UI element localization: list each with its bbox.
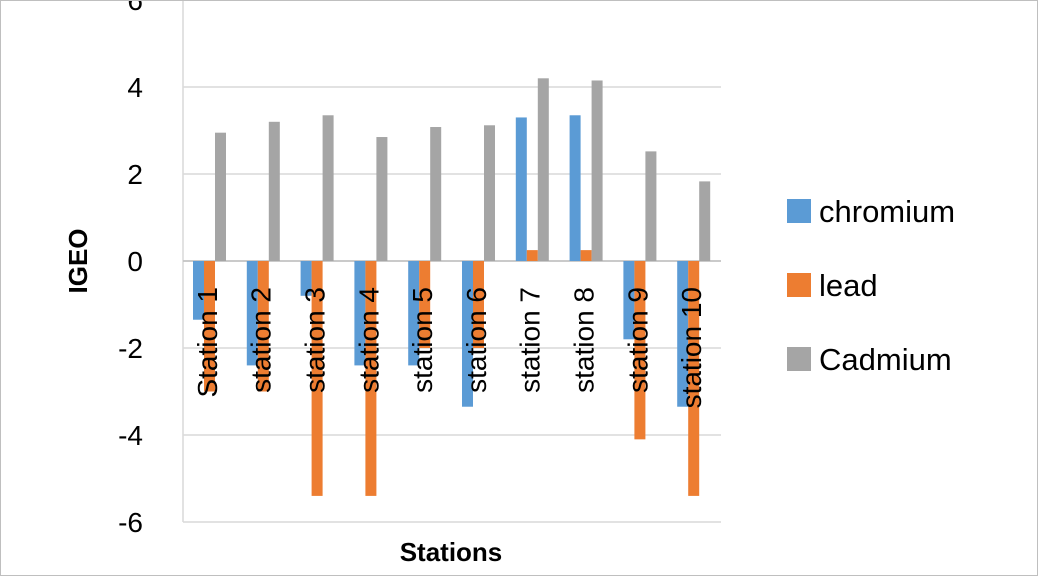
bar-cadmium-9: [645, 151, 657, 261]
y-tick-label: 0: [127, 246, 143, 277]
legend-swatch-lead: [787, 273, 811, 297]
legend-label-lead: lead: [819, 268, 878, 303]
x-tick-label: station 6: [461, 287, 492, 393]
bar-chromium-9: [623, 261, 635, 340]
bar-chromium-6: [462, 261, 473, 407]
y-tick-label: -6: [118, 507, 143, 538]
bars: [193, 78, 711, 496]
bar-lead-4: [365, 261, 377, 496]
x-axis-title: Stations: [400, 537, 503, 567]
bar-lead-6: [473, 261, 484, 348]
bar-lead-3: [311, 261, 323, 496]
y-axis-title: IGEO: [63, 228, 93, 293]
x-tick-label: station 8: [569, 287, 600, 393]
legend-label-cadmium: Cadmium: [819, 342, 952, 377]
x-tick-label: station 2: [246, 287, 277, 393]
bar-cadmium-7: [537, 78, 549, 261]
bar-lead-5: [419, 261, 431, 348]
bar-cadmium-5: [430, 127, 442, 262]
legend: chromium lead Cadmium: [787, 194, 955, 377]
bar-lead-8: [580, 250, 592, 261]
bar-lead-10: [688, 261, 700, 496]
y-axis-ticks: 6 4 2 0 -2 -4 -6: [118, 0, 143, 538]
bar-cadmium-1: [215, 132, 226, 261]
bar-cadmium-3: [322, 115, 334, 262]
y-tick-label: 4: [127, 72, 143, 103]
bar-chromium-3: [300, 261, 312, 296]
bar-cadmium-2: [268, 121, 280, 261]
bar-cadmium-10: [699, 181, 711, 261]
bar-chromium-8: [569, 115, 581, 262]
x-tick-label: station 5: [407, 287, 438, 393]
bar-lead-9: [634, 261, 646, 440]
legend-swatch-chromium: [787, 199, 811, 223]
x-tick-label: Station 1: [192, 287, 223, 398]
x-tick-label: station 7: [515, 287, 546, 393]
bar-chromium-2: [246, 261, 258, 366]
x-tick-label: station 4: [353, 287, 384, 393]
legend-swatch-cadmium: [787, 347, 811, 371]
x-tick-label: station 3: [300, 287, 331, 393]
bar-chromium-7: [515, 117, 527, 261]
bar-chromium-10: [677, 261, 689, 407]
bar-lead-1: [204, 261, 215, 392]
bar-chromium-5: [408, 261, 420, 366]
y-tick-label: 6: [127, 1, 143, 16]
bar-cadmium-6: [484, 125, 495, 261]
y-tick-label: 2: [127, 159, 143, 190]
bar-lead-2: [257, 261, 269, 392]
bar-cadmium-4: [376, 137, 388, 261]
bar-chromium-4: [354, 261, 366, 366]
x-axis-labels: Station 1 station 2 station 3 station 4 stat…: [192, 287, 707, 408]
bar-cadmium-8: [591, 80, 603, 261]
y-tick-label: -4: [118, 420, 143, 451]
bar-chromium-1: [193, 261, 204, 320]
y-tick-label: -2: [118, 333, 143, 364]
x-tick-label: station 10: [676, 287, 707, 408]
x-tick-label: station 9: [622, 287, 653, 393]
legend-label-chromium: chromium: [819, 194, 955, 229]
bar-lead-7: [526, 250, 538, 261]
